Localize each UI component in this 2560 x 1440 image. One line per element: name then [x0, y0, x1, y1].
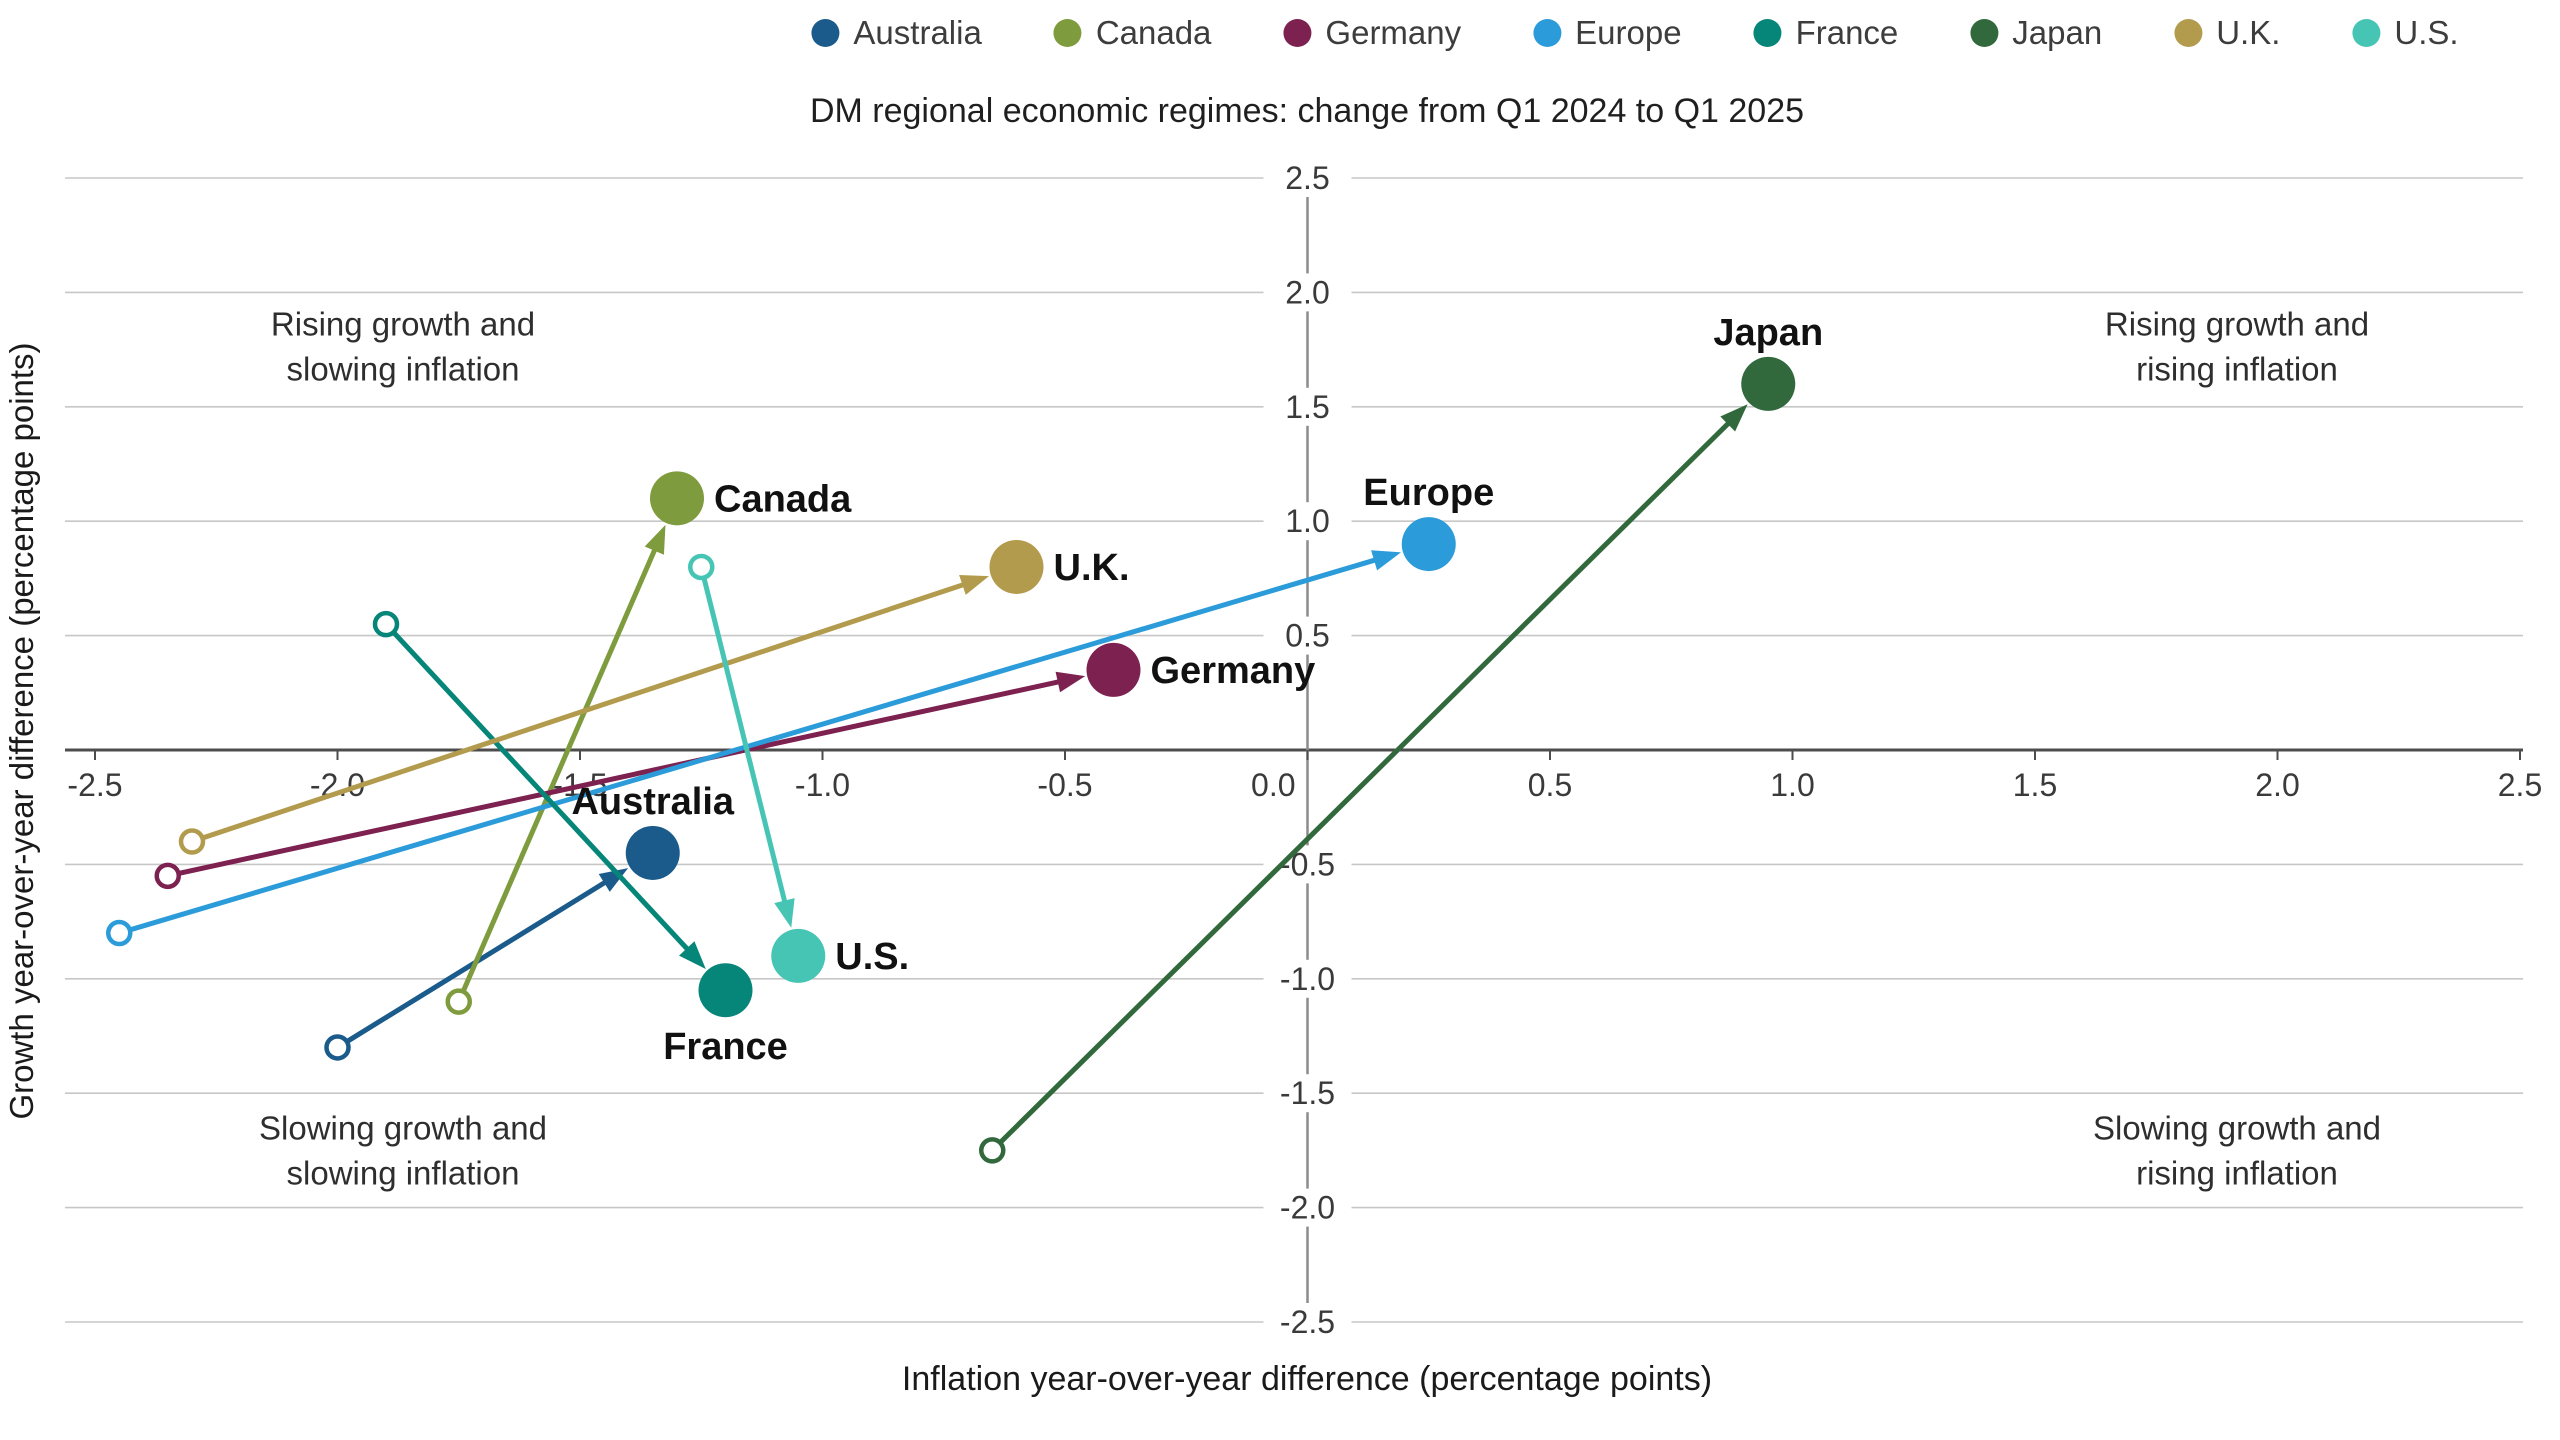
y-tick-label: -0.5 — [1280, 846, 1335, 882]
legend-dot-australia-icon — [811, 19, 840, 47]
end-point-q1-2025-japan — [1741, 356, 1796, 411]
end-point-q1-2025-canada — [650, 471, 704, 526]
legend-item-canada: Canada — [1053, 14, 1212, 52]
point-label-japan: Japan — [1713, 312, 1823, 354]
arrow-line-u-s — [698, 566, 788, 906]
legend-label-australia: Australia — [853, 14, 982, 51]
arrow-head-u-s — [774, 898, 795, 928]
legend-item-japan: Japan — [1970, 14, 2102, 52]
legend-dot-france-icon — [1753, 19, 1782, 47]
x-axis-title: Inflation year-over-year difference (per… — [901, 1360, 1713, 1398]
end-point-q1-2025-u-k — [989, 539, 1044, 594]
y-tick-label: 1.0 — [1285, 503, 1329, 539]
arrow-head-france — [679, 941, 706, 969]
x-tick-label: -2.5 — [67, 767, 122, 803]
legend-item-u-k: U.K. — [2174, 14, 2280, 52]
start-point-q1-2024-u-k — [178, 828, 206, 855]
legend-item-france: France — [1753, 14, 1899, 52]
end-point-q1-2025-europe — [1401, 517, 1456, 572]
x-tick-label: 1.0 — [1770, 767, 1814, 803]
end-point-q1-2025-germany — [1086, 642, 1141, 697]
chart-legend: Australia Canada Germany Europe France Japan U… — [811, 14, 2459, 52]
end-point-q1-2025-u-s — [771, 928, 826, 983]
start-point-q1-2024-europe — [106, 919, 133, 947]
point-label-canada: Canada — [714, 478, 852, 520]
arrow-line-u-k — [191, 581, 968, 844]
arrow-line-france — [384, 622, 692, 954]
x-tick-label: 2.5 — [2498, 767, 2542, 803]
legend-dot-germany-icon — [1283, 19, 1312, 47]
y-tick-label: 2.0 — [1285, 274, 1329, 310]
legend-label-germany: Germany — [1325, 14, 1462, 51]
quadrant-label-top-right: Rising growth and rising inflation — [2104, 305, 2370, 387]
legend-item-europe: Europe — [1533, 14, 1682, 52]
data-points — [106, 356, 1796, 1164]
x-tick-label: -0.5 — [1037, 767, 1092, 803]
arrow-line-germany — [167, 678, 1063, 879]
start-point-q1-2024-australia — [324, 1034, 351, 1061]
chart-title: DM regional economic regimes: change fro… — [809, 92, 1805, 130]
arrow-head-japan — [1720, 404, 1748, 432]
x-tick-label: -1.0 — [795, 767, 850, 803]
y-tick-label: -2.5 — [1280, 1304, 1335, 1340]
grid-lines — [65, 177, 2523, 1323]
arrow-line-japan — [990, 419, 1733, 1153]
x-tick-label: 1.5 — [2013, 767, 2057, 803]
legend-label-france: France — [1795, 14, 1899, 51]
arrow-head-europe — [1371, 550, 1401, 571]
point-label-u-k: U.K. — [1054, 547, 1130, 589]
legend-label-europe: Europe — [1575, 14, 1682, 51]
point-label-europe: Europe — [1363, 472, 1494, 514]
point-label-u-s: U.S. — [835, 936, 909, 978]
arrow-line-canada — [456, 545, 659, 1003]
point-label-germany: Germany — [1151, 650, 1316, 692]
quadrant-label-top-left: Rising growth and slowing inflation — [270, 305, 536, 387]
start-point-q1-2024-japan — [979, 1137, 1006, 1164]
legend-label-canada: Canada — [1095, 14, 1212, 51]
start-point-q1-2024-u-s — [688, 553, 715, 581]
quadrant-label-bottom-left: Slowing growth and slowing inflation — [258, 1109, 548, 1191]
arrows — [118, 404, 1748, 1153]
arrow-head-u-k — [959, 575, 989, 595]
y-tick-label: -1.5 — [1280, 1075, 1335, 1111]
legend-label-u-k: U.K. — [2216, 14, 2281, 51]
end-point-q1-2025-france — [698, 963, 753, 1018]
legend-item-australia: Australia — [811, 14, 982, 52]
start-point-q1-2024-canada — [445, 988, 472, 1015]
legend-item-u-s: U.S. — [2352, 14, 2459, 52]
legend-dot-u-s-icon — [2352, 19, 2381, 47]
arrow-line-europe — [118, 556, 1379, 936]
y-tick-label: 0.5 — [1285, 618, 1329, 654]
start-point-q1-2024-germany — [154, 862, 181, 890]
y-tick-label: -2.0 — [1280, 1190, 1335, 1226]
point-labels: Australia Canada Germany Europe France Japan U… — [571, 312, 1823, 1068]
arrow-head-canada — [644, 524, 666, 555]
y-tick-label: 1.5 — [1285, 389, 1329, 425]
start-point-q1-2024-france — [372, 610, 400, 638]
end-point-q1-2025-australia — [625, 825, 680, 880]
y-tick-label: -1.0 — [1280, 961, 1335, 997]
x-tick-label: 0.5 — [1528, 767, 1572, 803]
legend-label-u-s: U.S. — [2394, 14, 2459, 51]
legend-dot-u-k-icon — [2174, 19, 2203, 47]
y-tick-label: 2.5 — [1285, 160, 1329, 196]
point-label-france: France — [663, 1026, 788, 1068]
legend-dot-japan-icon — [1970, 19, 1999, 47]
axes-ticks: -2.5 -2.0 -1.5 -1.0 -0.5 0.0 0.5 1.0 1.5 2.0 2.5 2.… — [67, 159, 2542, 1341]
legend-dot-canada-icon — [1053, 19, 1082, 47]
quadrant-label-bottom-right: Slowing growth and rising inflation — [2092, 1109, 2382, 1191]
x-tick-label: 0.0 — [1251, 767, 1295, 803]
point-label-australia: Australia — [571, 781, 734, 823]
legend-label-japan: Japan — [2012, 14, 2103, 51]
legend-item-germany: Germany — [1283, 14, 1461, 52]
arrow-head-germany — [1055, 671, 1086, 693]
legend-dot-europe-icon — [1533, 19, 1562, 47]
x-tick-label: 2.0 — [2255, 767, 2299, 803]
